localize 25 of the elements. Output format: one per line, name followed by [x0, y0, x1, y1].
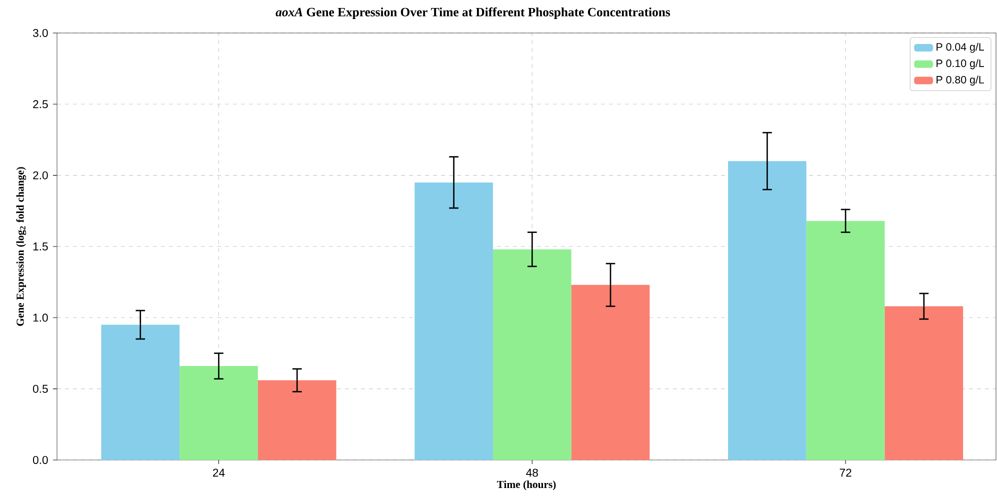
bar	[884, 306, 964, 460]
legend-label: P 0.10 g/L	[936, 59, 984, 70]
chart-title: aoxA Gene Expression Over Time at Different Phosphate Concentrations	[276, 7, 670, 19]
y-tick-label: 1.0	[33, 314, 48, 322]
x-tick-label: 24	[212, 468, 225, 477]
y-tick-label: 0.5	[32, 384, 48, 393]
y-tick-label: 0.0	[32, 456, 48, 464]
y-tick-label: 2.0	[33, 171, 48, 180]
y-tick-label: 3.0	[32, 28, 48, 38]
bar	[414, 182, 493, 460]
bar	[101, 324, 180, 460]
y-tick-label: 2.5	[33, 100, 48, 108]
bar	[180, 366, 258, 460]
legend-label: P 0.80 g/L	[936, 76, 984, 86]
bar	[492, 249, 572, 460]
bar	[728, 161, 806, 460]
y-axis-title: Gene Expression (log$_{2}$ fold change)	[16, 167, 26, 326]
bar	[571, 284, 650, 460]
legend-label: P 0.04 g/L	[936, 42, 984, 53]
y-tick-label: 1.5	[33, 242, 48, 250]
x-tick-label: 48	[526, 468, 538, 477]
x-axis-title: Time (hours)	[496, 480, 556, 490]
bar	[258, 380, 336, 460]
x-tick-label: 72	[840, 468, 852, 477]
bar	[806, 220, 885, 460]
